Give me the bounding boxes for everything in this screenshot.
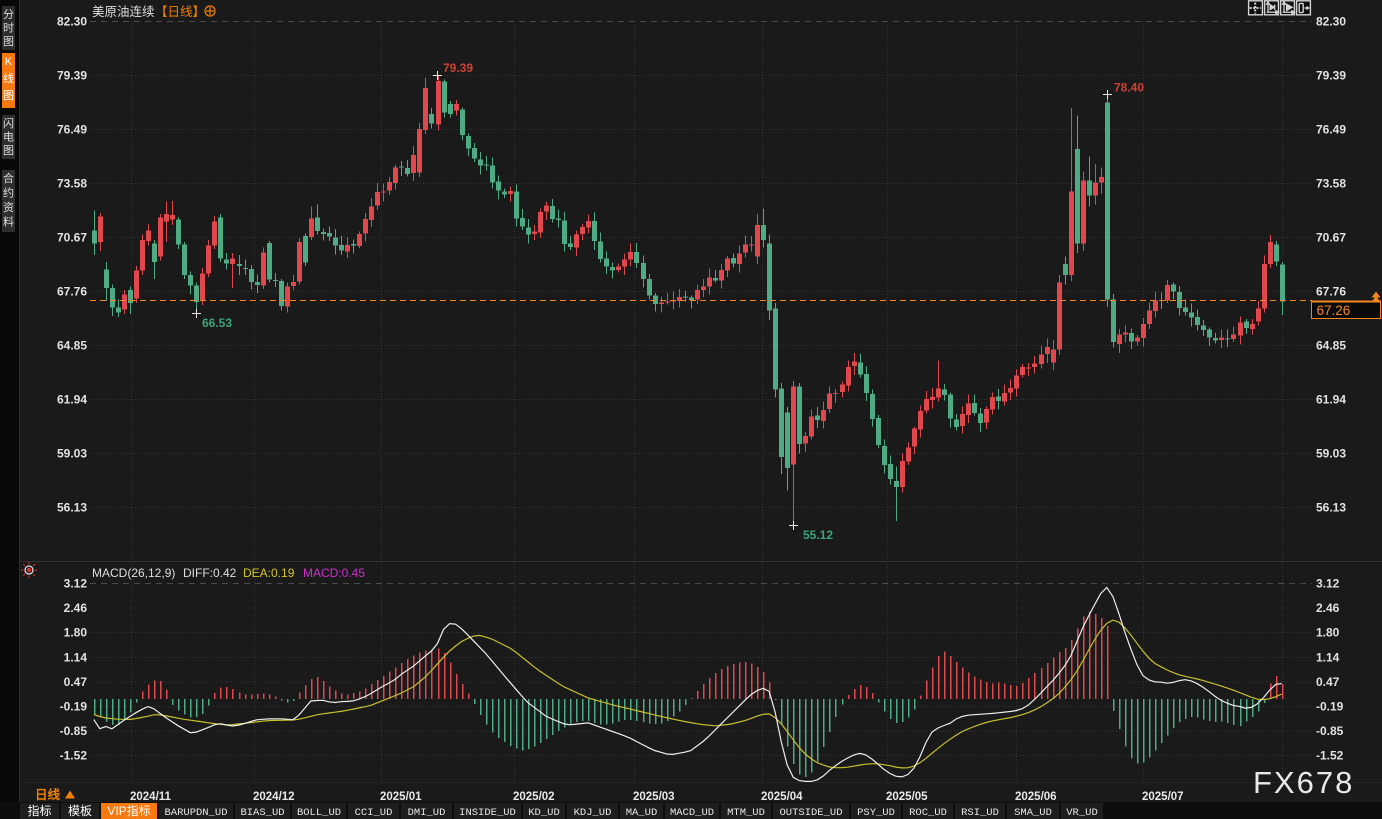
svg-text:图: 图 (3, 35, 14, 48)
svg-text:2024/12: 2024/12 (253, 791, 295, 803)
svg-text:时: 时 (3, 22, 14, 35)
svg-text:61.94: 61.94 (57, 393, 87, 407)
svg-text:64.85: 64.85 (57, 339, 87, 353)
svg-text:K: K (5, 56, 13, 68)
svg-text:BOLL_UD: BOLL_UD (297, 807, 341, 819)
svg-text:2024/11: 2024/11 (130, 791, 172, 803)
svg-text:2025/04: 2025/04 (761, 791, 803, 803)
svg-text:MACD(26,12,9): MACD(26,12,9) (92, 566, 175, 580)
svg-text:-0.85: -0.85 (60, 724, 88, 738)
svg-text:1.80: 1.80 (64, 626, 88, 640)
svg-text:资: 资 (3, 201, 14, 214)
svg-text:图: 图 (3, 89, 14, 102)
svg-text:67.76: 67.76 (57, 285, 87, 299)
svg-text:CCI_UD: CCI_UD (355, 807, 393, 819)
svg-text:合: 合 (3, 171, 14, 185)
svg-text:DEA:0.19: DEA:0.19 (243, 566, 295, 580)
svg-text:指标: 指标 (27, 803, 51, 818)
svg-text:线: 线 (3, 71, 14, 85)
svg-text:ROC_UD: ROC_UD (909, 807, 947, 819)
svg-text:FX678: FX678 (1253, 765, 1354, 800)
svg-text:73.58: 73.58 (57, 177, 87, 191)
svg-text:3.12: 3.12 (64, 577, 88, 591)
svg-text:KD_UD: KD_UD (528, 807, 560, 819)
svg-text:0.47: 0.47 (64, 675, 88, 689)
svg-text:图: 图 (3, 144, 14, 157)
svg-text:-0.19: -0.19 (1316, 700, 1344, 714)
svg-text:2.46: 2.46 (64, 601, 88, 615)
svg-text:KDJ_UD: KDJ_UD (574, 807, 612, 819)
svg-text:70.67: 70.67 (57, 231, 87, 245)
svg-text:2025/05: 2025/05 (886, 791, 928, 803)
svg-text:BIAS_UD: BIAS_UD (240, 807, 284, 819)
svg-text:-1.52: -1.52 (60, 749, 88, 763)
svg-text:82.30: 82.30 (1316, 15, 1346, 29)
svg-text:料: 料 (3, 215, 14, 229)
svg-text:76.49: 76.49 (1316, 123, 1346, 137)
svg-text:79.39: 79.39 (57, 69, 87, 83)
svg-text:2025/03: 2025/03 (633, 791, 675, 803)
svg-text:分: 分 (3, 8, 14, 21)
svg-text:VIP指标: VIP指标 (107, 803, 150, 818)
svg-text:-1.52: -1.52 (1316, 749, 1344, 763)
svg-text:1.14: 1.14 (1316, 650, 1340, 664)
svg-text:DMI_UD: DMI_UD (408, 807, 446, 819)
svg-text:73.58: 73.58 (1316, 177, 1346, 191)
svg-text:59.03: 59.03 (1316, 447, 1346, 461)
svg-text:模板: 模板 (68, 804, 92, 818)
svg-text:【日线】: 【日线】 (155, 5, 205, 19)
svg-text:2.46: 2.46 (1316, 601, 1340, 615)
svg-text:2025/01: 2025/01 (380, 791, 422, 803)
svg-text:-0.19: -0.19 (60, 700, 88, 714)
svg-text:MTM_UD: MTM_UD (727, 807, 765, 819)
svg-text:1.80: 1.80 (1316, 626, 1340, 640)
svg-text:56.13: 56.13 (1316, 501, 1346, 515)
svg-text:79.39: 79.39 (1316, 69, 1346, 83)
svg-text:56.13: 56.13 (57, 501, 87, 515)
svg-text:70.67: 70.67 (1316, 231, 1346, 245)
svg-text:OUTSIDE_UD: OUTSIDE_UD (779, 807, 842, 819)
svg-text:79.39: 79.39 (443, 61, 473, 75)
svg-text:MACD:0.45: MACD:0.45 (303, 566, 365, 580)
svg-text:INSIDE_UD: INSIDE_UD (459, 807, 516, 819)
svg-text:2025/02: 2025/02 (513, 791, 555, 803)
svg-text:MA_UD: MA_UD (626, 807, 658, 819)
svg-text:82.30: 82.30 (57, 15, 87, 29)
svg-text:67.26: 67.26 (1317, 303, 1351, 318)
svg-text:日线: 日线 (35, 787, 61, 802)
svg-text:66.53: 66.53 (202, 316, 232, 330)
svg-text:2025/06: 2025/06 (1015, 791, 1057, 803)
svg-text:3.12: 3.12 (1316, 577, 1340, 591)
svg-text:67.76: 67.76 (1316, 285, 1346, 299)
svg-text:0.47: 0.47 (1316, 675, 1340, 689)
svg-text:78.40: 78.40 (1114, 81, 1144, 95)
svg-text:RSI_UD: RSI_UD (961, 807, 999, 819)
svg-text:VR_UD: VR_UD (1066, 807, 1098, 819)
svg-text:BARUPDN_UD: BARUPDN_UD (164, 807, 227, 819)
svg-text:闪: 闪 (3, 116, 14, 130)
svg-text:DIFF:0.42: DIFF:0.42 (183, 566, 237, 580)
svg-text:76.49: 76.49 (57, 123, 87, 137)
svg-text:电: 电 (3, 131, 14, 144)
svg-text:-0.85: -0.85 (1316, 724, 1344, 738)
svg-text:PSY_UD: PSY_UD (857, 807, 895, 819)
svg-text:约: 约 (3, 187, 14, 200)
svg-text:1.14: 1.14 (64, 650, 88, 664)
svg-text:SMA_UD: SMA_UD (1014, 807, 1052, 819)
svg-text:美原油连续: 美原油连续 (92, 4, 155, 19)
svg-text:59.03: 59.03 (57, 447, 87, 461)
svg-text:61.94: 61.94 (1316, 393, 1346, 407)
svg-text:2025/07: 2025/07 (1142, 791, 1184, 803)
svg-text:MACD_UD: MACD_UD (670, 807, 714, 819)
svg-text:55.12: 55.12 (803, 528, 833, 542)
svg-text:64.85: 64.85 (1316, 339, 1346, 353)
